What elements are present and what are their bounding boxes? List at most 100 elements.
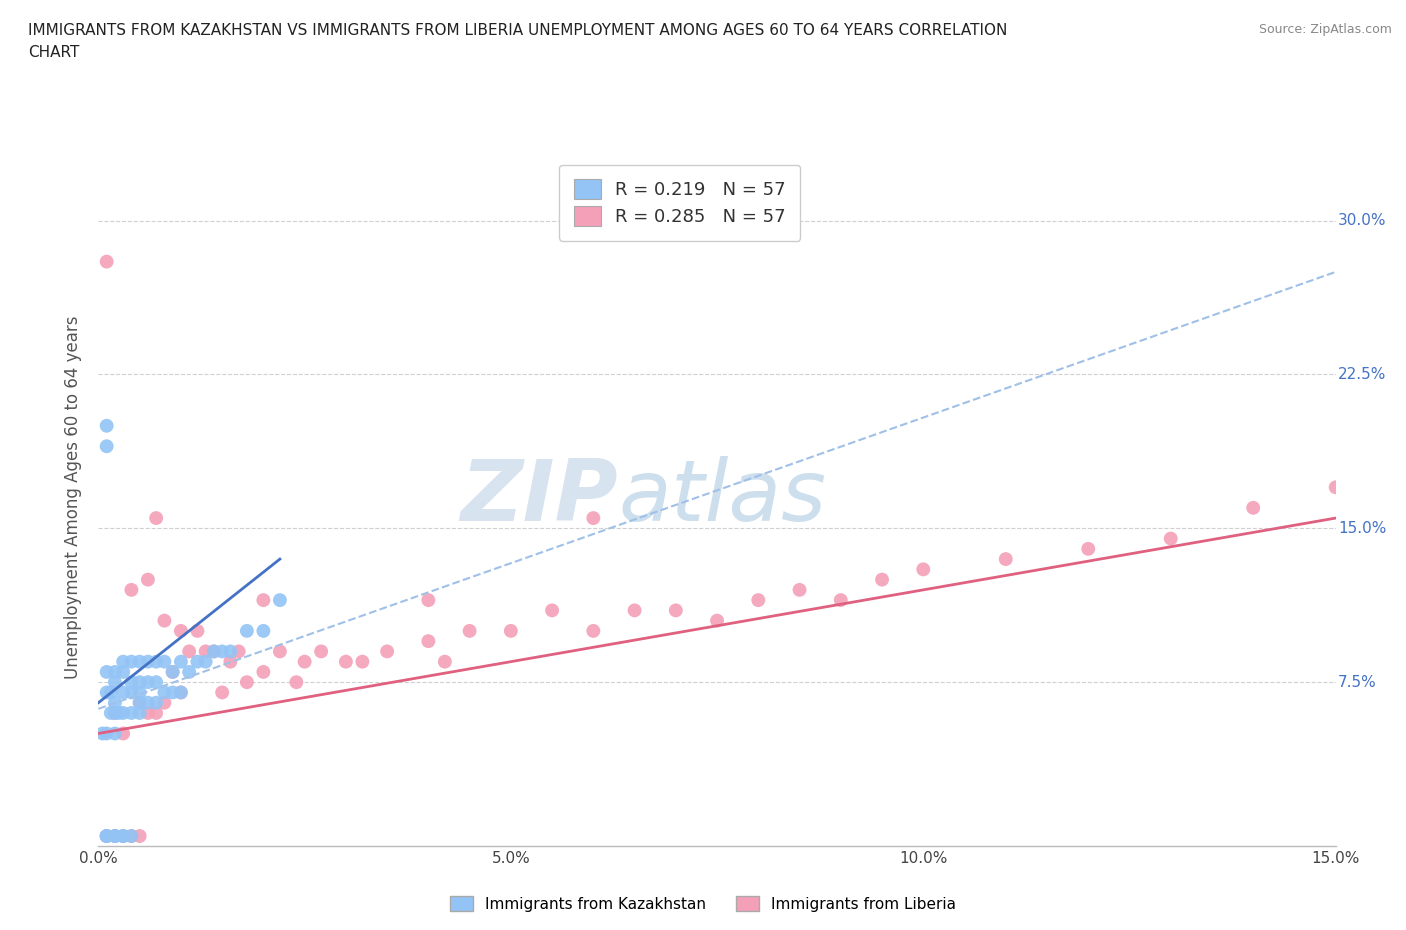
Point: [170, 654, 193, 669]
Point: [128, 696, 150, 711]
Point: [269, 592, 291, 607]
Point: [1241, 500, 1264, 515]
Point: [96, 829, 118, 844]
Point: [285, 675, 308, 690]
Point: [202, 644, 225, 658]
Point: [96, 726, 118, 741]
Point: [136, 706, 159, 721]
Point: [219, 654, 242, 669]
Point: [162, 664, 184, 679]
Point: [100, 685, 122, 700]
Point: [100, 706, 122, 721]
Point: [112, 726, 135, 741]
Point: [870, 572, 893, 587]
Point: [91, 726, 114, 741]
Text: CHART: CHART: [28, 45, 80, 60]
Point: [706, 613, 728, 628]
Point: [252, 664, 274, 679]
Point: [623, 603, 645, 618]
Text: 22.5%: 22.5%: [1339, 367, 1386, 382]
Point: [186, 623, 208, 638]
Point: [128, 829, 150, 844]
Point: [912, 562, 935, 577]
Point: [236, 675, 259, 690]
Point: [145, 654, 167, 669]
Point: [112, 829, 135, 844]
Y-axis label: Unemployment Among Ages 60 to 64 years: Unemployment Among Ages 60 to 64 years: [65, 316, 83, 679]
Point: [1077, 541, 1099, 556]
Point: [145, 675, 167, 690]
Point: [219, 644, 242, 658]
Point: [418, 633, 440, 648]
Point: [104, 706, 127, 721]
Point: [136, 654, 159, 669]
Point: [789, 582, 811, 597]
Point: [252, 623, 274, 638]
Point: [104, 726, 127, 741]
Point: [211, 644, 233, 658]
Point: [136, 572, 159, 587]
Point: [104, 829, 127, 844]
Point: [747, 592, 769, 607]
Point: [145, 511, 167, 525]
Text: Source: ZipAtlas.com: Source: ZipAtlas.com: [1258, 23, 1392, 36]
Legend: R = 0.219   N = 57, R = 0.285   N = 57: R = 0.219 N = 57, R = 0.285 N = 57: [560, 165, 800, 241]
Point: [418, 592, 440, 607]
Point: [665, 603, 688, 618]
Point: [252, 592, 274, 607]
Point: [179, 644, 201, 658]
Point: [96, 829, 118, 844]
Point: [112, 706, 135, 721]
Point: [112, 829, 135, 844]
Point: [582, 511, 605, 525]
Point: [128, 685, 150, 700]
Point: [162, 685, 184, 700]
Point: [269, 644, 291, 658]
Point: [104, 706, 127, 721]
Point: [112, 829, 135, 844]
Point: [994, 551, 1017, 566]
Point: [112, 654, 135, 669]
Point: [582, 623, 605, 638]
Point: [104, 664, 127, 679]
Text: atlas: atlas: [619, 456, 827, 539]
Point: [335, 654, 357, 669]
Point: [96, 439, 118, 454]
Point: [170, 685, 193, 700]
Text: ZIP: ZIP: [460, 456, 619, 539]
Point: [145, 706, 167, 721]
Point: [194, 654, 217, 669]
Text: 15.0%: 15.0%: [1339, 521, 1386, 536]
Point: [128, 675, 150, 690]
Point: [120, 654, 142, 669]
Point: [128, 706, 150, 721]
Point: [202, 644, 225, 658]
Point: [96, 664, 118, 679]
Point: [162, 664, 184, 679]
Point: [145, 696, 167, 711]
Point: [153, 685, 176, 700]
Point: [153, 696, 176, 711]
Point: [96, 685, 118, 700]
Point: [179, 664, 201, 679]
Point: [170, 685, 193, 700]
Point: [128, 654, 150, 669]
Point: [1324, 480, 1347, 495]
Point: [211, 685, 233, 700]
Point: [120, 829, 142, 844]
Point: [1160, 531, 1182, 546]
Point: [352, 654, 374, 669]
Point: [96, 829, 118, 844]
Point: [96, 829, 118, 844]
Point: [104, 829, 127, 844]
Point: [153, 654, 176, 669]
Text: IMMIGRANTS FROM KAZAKHSTAN VS IMMIGRANTS FROM LIBERIA UNEMPLOYMENT AMONG AGES 60: IMMIGRANTS FROM KAZAKHSTAN VS IMMIGRANTS…: [28, 23, 1008, 38]
Point: [112, 664, 135, 679]
Point: [458, 623, 481, 638]
Point: [830, 592, 852, 607]
Text: 30.0%: 30.0%: [1339, 213, 1386, 228]
Point: [112, 685, 135, 700]
Point: [294, 654, 316, 669]
Point: [120, 582, 142, 597]
Point: [136, 696, 159, 711]
